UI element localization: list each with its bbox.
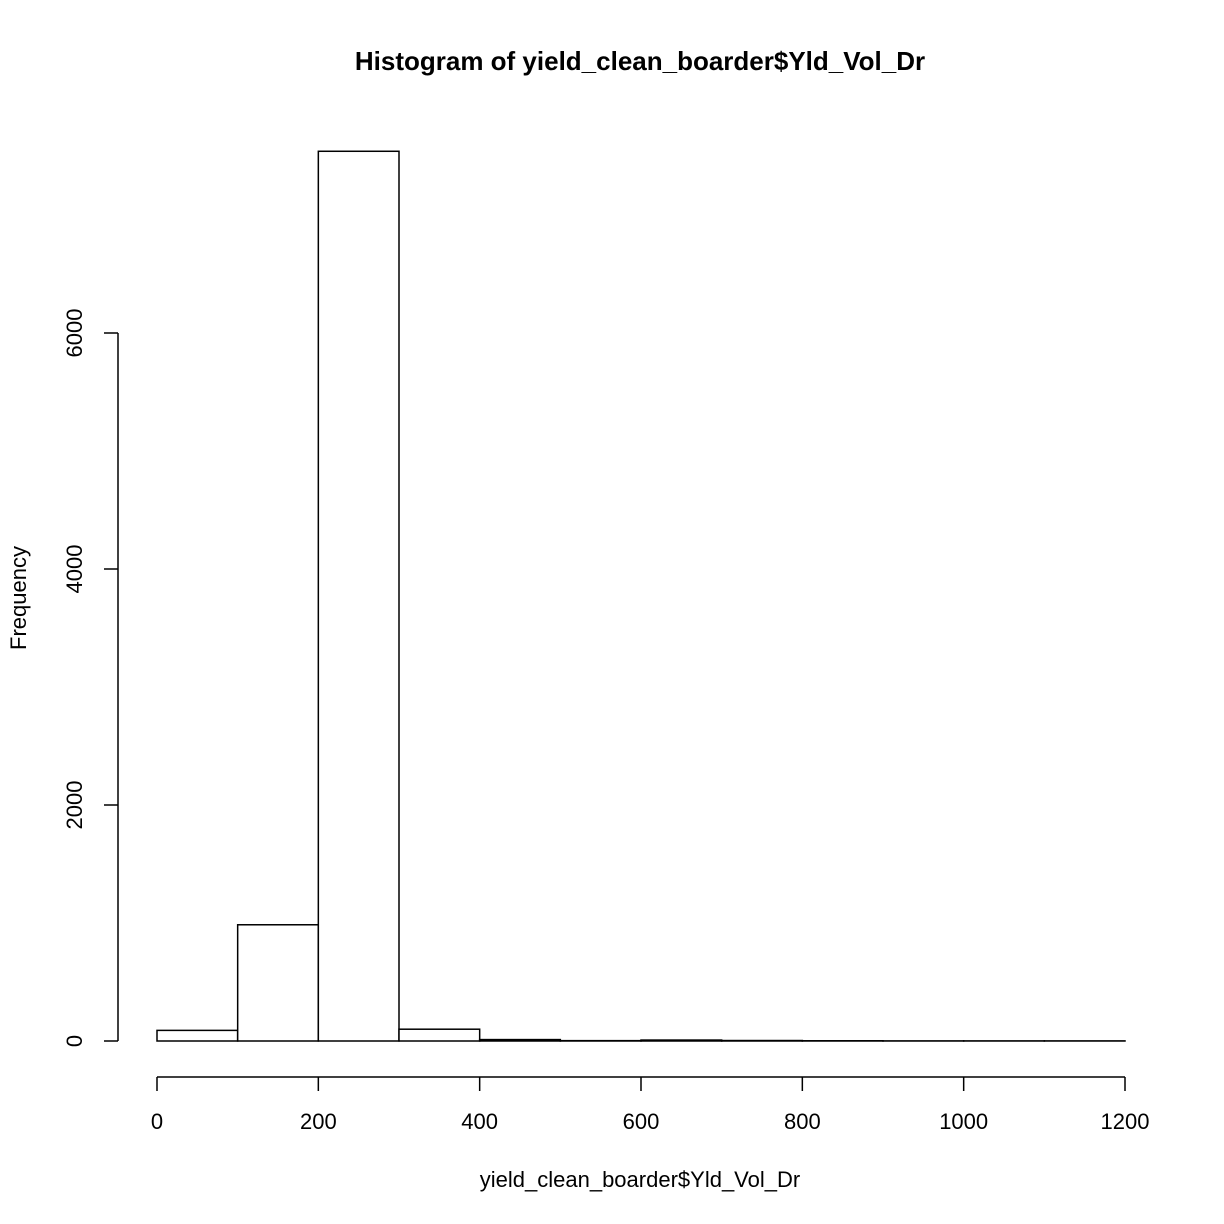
histogram-bar-2 [317, 150, 400, 1042]
y-tick-label-3: 6000 [62, 309, 87, 358]
bars-group [156, 150, 1126, 1042]
x-tick-label-2: 400 [461, 1109, 498, 1134]
y-tick-label-2: 4000 [62, 545, 87, 594]
y-tick-label-1: 2000 [62, 781, 87, 830]
y-axis: 0 2000 4000 6000 [62, 309, 119, 1047]
histogram-bar-4 [478, 1038, 562, 1042]
histogram-bar-0 [156, 1029, 239, 1042]
chart-title: Histogram of yield_clean_boarder$Yld_Vol… [355, 46, 925, 76]
x-tick-label-1: 200 [300, 1109, 337, 1134]
y-tick-label-0: 0 [62, 1035, 87, 1047]
x-tick-label-4: 800 [784, 1109, 821, 1134]
histogram-bar-3 [398, 1028, 481, 1042]
y-axis-label: Frequency [6, 546, 31, 650]
x-tick-label-5: 1000 [939, 1109, 988, 1134]
histogram-bar-6 [640, 1039, 723, 1042]
x-tick-label-6: 1200 [1101, 1109, 1150, 1134]
x-axis: 0 200 400 600 800 1000 1200 [151, 1076, 1150, 1134]
x-axis-label: yield_clean_boarder$Yld_Vol_Dr [480, 1167, 800, 1192]
x-tick-label-0: 0 [151, 1109, 163, 1134]
x-tick-label-3: 600 [623, 1109, 660, 1134]
histogram-bar-1 [236, 924, 320, 1042]
